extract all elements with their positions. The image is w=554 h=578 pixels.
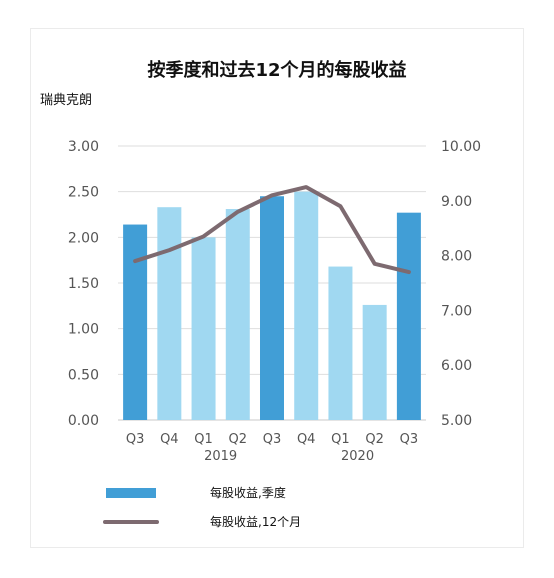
right-tick-label: 10.00 [441,139,481,155]
x-tick-label: Q1 [194,432,213,447]
x-tick-label: Q4 [297,432,316,447]
right-tick-label: 7.00 [441,303,472,319]
x-tick-label: Q2 [365,432,384,447]
legend: 每股收益,季度 每股收益,12个月 [103,485,301,529]
x-tick-label: Q1 [331,432,350,447]
x-tick-label: Q4 [160,432,179,447]
x-tick-label: Q3 [126,432,145,447]
right-tick-label: 5.00 [441,413,472,429]
right-axis-ticks: 5.00 6.00 7.00 8.00 9.00 10.00 [441,139,481,429]
bar [362,304,387,420]
left-tick-label: 0.00 [68,413,99,429]
bar [294,191,319,420]
right-tick-label: 8.00 [441,249,472,265]
left-axis-ticks: 0.00 0.50 1.00 1.50 2.00 2.50 3.00 [68,139,99,429]
legend-label-12m: 每股收益,12个月 [210,514,301,529]
left-tick-label: 2.00 [68,230,99,246]
bar [328,266,353,420]
bar [396,212,421,420]
bar [157,207,182,420]
x-tick-label: Q3 [263,432,282,447]
right-tick-label: 6.00 [441,358,472,374]
bar [191,237,216,420]
bar-series [123,191,421,420]
left-tick-label: 1.50 [68,276,99,292]
bar [260,196,284,420]
x-tick-label: Q3 [400,432,419,447]
chart-title: 按季度和过去12个月的每股收益 [147,59,406,81]
left-tick-label: 3.00 [68,139,99,155]
left-tick-label: 0.50 [68,367,99,383]
year-label: 2020 [341,449,374,464]
right-tick-label: 9.00 [441,194,472,210]
x-axis-ticks: Q3 Q4 Q1 Q2 Q3 Q4 Q1 Q2 Q3 2019 2020 [126,432,418,464]
year-label: 2019 [204,449,237,464]
legend-swatch-quarterly [106,488,156,498]
line-series [133,185,411,275]
left-tick-label: 1.00 [68,322,99,338]
bar [225,209,250,420]
left-tick-label: 2.50 [68,185,99,201]
x-tick-label: Q2 [229,432,248,447]
bar [123,224,148,420]
legend-label-quarterly: 每股收益,季度 [210,485,286,500]
unit-label: 瑞典克朗 [40,93,92,108]
